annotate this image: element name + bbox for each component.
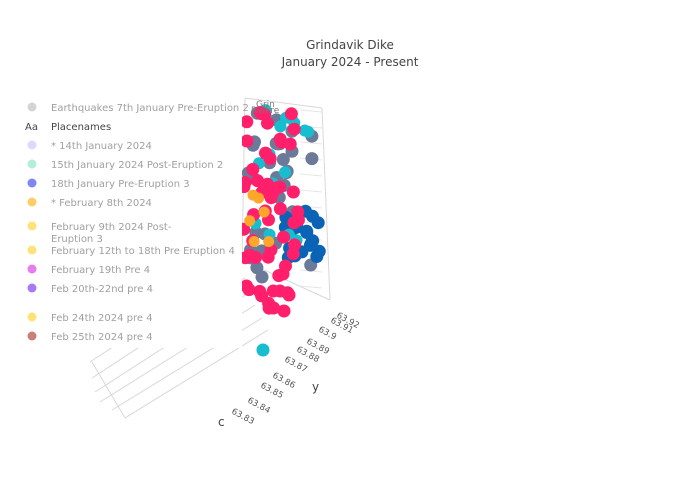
grid-line (299, 285, 323, 289)
data-point (259, 146, 272, 160)
data-point (305, 152, 319, 166)
data-point (287, 122, 301, 136)
legend-marker (27, 197, 37, 207)
legend-background (20, 96, 242, 348)
legend-label: February 19th Pre 4 (51, 265, 150, 276)
placename-label-1: Grin (256, 100, 275, 110)
data-point (240, 115, 254, 129)
data-point (300, 226, 314, 239)
legend-item[interactable]: Feb 20th-22nd pre 4 (27, 283, 154, 296)
legend-item[interactable]: * February 8th 2024 (27, 197, 152, 210)
data-point (251, 174, 264, 188)
data-point (277, 230, 291, 244)
y-tick-label: 63.84 (246, 396, 272, 416)
legend-label: 18th January Pre-Eruption 3 (51, 179, 190, 190)
legend-label: * 14th January 2024 (51, 141, 152, 152)
legend-label: Earthquakes 7th January Pre-Eruption 2 (51, 103, 249, 114)
data-point (286, 185, 300, 199)
data-point (291, 205, 305, 219)
scatter-points (237, 104, 326, 357)
data-point (246, 162, 260, 176)
grid-line (244, 97, 323, 109)
data-point (276, 153, 290, 166)
data-point (263, 236, 275, 248)
data-point (255, 270, 269, 284)
legend-marker (27, 178, 37, 188)
legend-marker (27, 102, 37, 112)
data-point (304, 237, 318, 250)
legend-label: Feb 20th-22nd pre 4 (51, 284, 153, 295)
legend-label: February 9th 2024 Post- (51, 222, 172, 233)
y-axis-title: y (312, 380, 319, 394)
grid-line (91, 361, 126, 419)
legend-item[interactable]: February 19th Pre 4 (27, 264, 151, 277)
legend-label: * February 8th 2024 (51, 198, 152, 209)
chart-title-line-2: January 2024 - Present (281, 55, 419, 69)
z-axis-title-partial: c (218, 415, 225, 429)
grid-line (321, 107, 331, 301)
data-point (279, 166, 292, 179)
grid-line (299, 109, 323, 113)
legend-item[interactable]: Earthquakes 7th January Pre-Eruption 2 (27, 102, 249, 115)
legend-item[interactable]: February 9th 2024 Post-Eruption 3 (27, 221, 172, 246)
legend: Earthquakes 7th January Pre-Eruption 2 Aa… (20, 96, 249, 348)
data-point (270, 181, 284, 195)
legend-item[interactable]: February 12th to 18th Pre Eruption 4 (27, 245, 235, 258)
data-point (276, 267, 290, 281)
placename-label-2: Rvíkre (251, 106, 280, 116)
legend-item[interactable]: 18th January Pre-Eruption 3 (27, 178, 190, 191)
placename-text-icon: Aa (25, 122, 38, 133)
legend-label: Feb 24th 2024 pre 4 (51, 313, 153, 324)
data-point (273, 284, 287, 298)
chart-title-line-1: Grindavik Dike (306, 38, 394, 52)
grid-line (299, 189, 323, 193)
data-point (262, 301, 276, 315)
data-point (242, 283, 256, 297)
y-tick-label: 63.83 (230, 407, 256, 427)
legend-label: 15th January 2024 Post-Eruption 2 (51, 160, 223, 171)
legend-marker (27, 245, 37, 255)
data-point (284, 107, 298, 121)
data-point (286, 247, 300, 261)
legend-marker (27, 221, 37, 231)
legend-label: Placenames (51, 122, 111, 133)
legend-marker (27, 283, 37, 293)
legend-label: Feb 25th 2024 pre 4 (51, 332, 153, 343)
grid-line (124, 329, 269, 419)
y-axis-ticks: 63.8363.8463.8563.8663.8763.8863.8963.96… (230, 311, 361, 427)
data-point (256, 343, 270, 357)
data-point (248, 236, 260, 247)
grid-line (299, 141, 323, 145)
legend-label: Eruption 3 (51, 234, 103, 245)
3d-scene[interactable]: 63.8363.8463.8563.8663.8763.8863.8963.96… (89, 97, 361, 429)
legend-marker (27, 312, 37, 322)
legend-item[interactable]: Feb 25th 2024 pre 4 (27, 331, 153, 344)
legend-item[interactable]: 15th January 2024 Post-Eruption 2 (27, 159, 224, 172)
grid-line (299, 173, 323, 177)
data-point (273, 202, 287, 216)
legend-item[interactable]: Aa Placenames (25, 122, 111, 133)
data-point (274, 120, 287, 133)
data-point (240, 134, 254, 148)
legend-item[interactable]: * 14th January 2024 (27, 140, 152, 153)
data-point (287, 216, 301, 230)
legend-marker (27, 331, 37, 341)
data-point (277, 304, 291, 318)
data-point (247, 189, 259, 201)
legend-marker (27, 264, 37, 274)
data-point (258, 206, 270, 218)
legend-marker (27, 159, 37, 169)
data-point (244, 215, 256, 227)
data-point (298, 124, 311, 137)
legend-item[interactable]: Feb 24th 2024 pre 4 (27, 312, 153, 325)
data-point (311, 216, 325, 230)
legend-label: February 12th to 18th Pre Eruption 4 (51, 246, 235, 257)
data-point (258, 107, 272, 121)
data-point (242, 248, 256, 262)
legend-marker (27, 140, 37, 150)
data-point (283, 137, 297, 151)
data-point (253, 284, 267, 298)
